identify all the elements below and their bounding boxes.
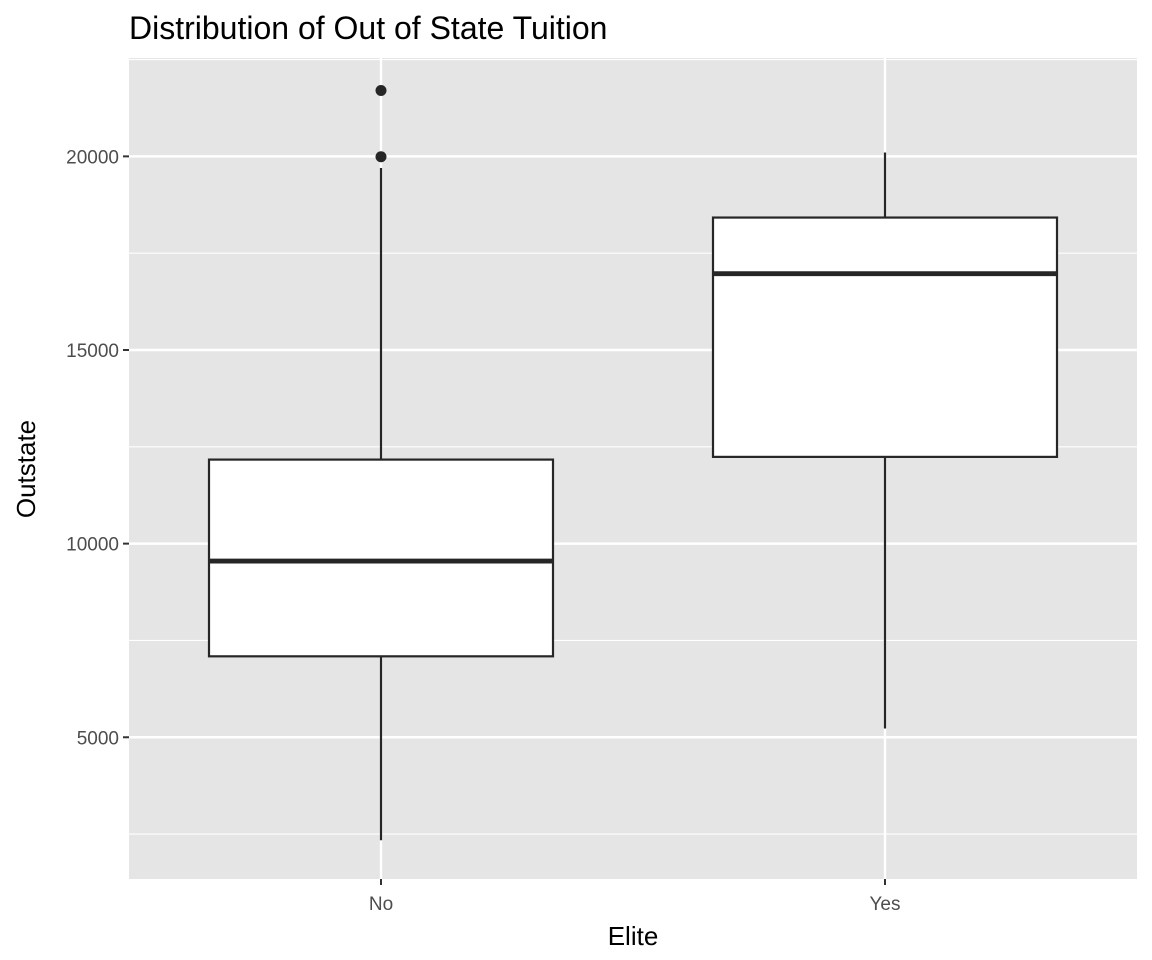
y-tick-label: 20000 xyxy=(66,147,119,168)
box-no xyxy=(207,85,555,841)
outlier-point xyxy=(375,151,387,163)
box-yes xyxy=(711,152,1059,729)
x-tick-label: No xyxy=(369,894,393,915)
y-axis-title: Outstate xyxy=(11,420,41,518)
axis-layer: 5000 10000 15000 20000 No Yes xyxy=(66,147,900,915)
y-tick-label: 10000 xyxy=(66,535,119,556)
box-iqr xyxy=(207,458,555,658)
outlier-point xyxy=(375,85,387,97)
box-iqr xyxy=(711,216,1059,458)
y-tick-label: 5000 xyxy=(77,728,119,749)
chart-title: Distribution of Out of State Tuition xyxy=(129,10,607,46)
box-layer xyxy=(207,85,1059,841)
x-axis-title: Elite xyxy=(608,921,659,951)
x-tick-label: Yes xyxy=(870,894,901,915)
y-tick-label: 15000 xyxy=(66,341,119,362)
